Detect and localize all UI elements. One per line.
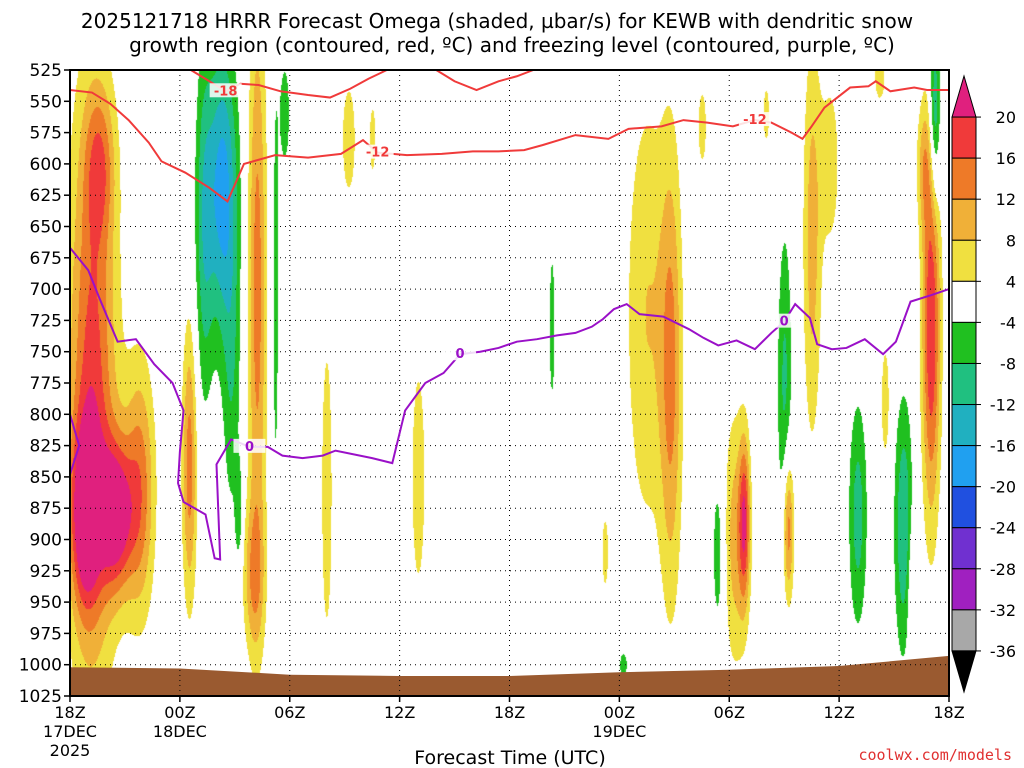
y-tick-label: 1000 [19,656,62,676]
dgz-contour-line [69,80,949,204]
dgz-contour-label: -12 [743,113,767,128]
colorbar-label: 8 [1006,231,1016,250]
colorbar-segment [951,568,977,611]
y-tick-label: 900 [30,531,62,551]
x-tick-label: 00Z [164,703,195,722]
freezing-level-contour-line [69,414,81,475]
chart-title-line1: 2025121718 HRRR Forecast Omega (shaded, … [81,9,913,33]
plot-area: -18 -12 -12 0 0 0 [69,69,950,697]
x-tick-date: 17DEC [43,722,97,741]
freezing-level-contour-line [69,247,950,561]
colorbar-top-arrow [951,74,977,118]
colorbar-label: -32 [990,601,1016,620]
y-tick-label: 875 [30,499,62,519]
x-tick-date: 19DEC [592,722,646,741]
y-tick-label: 1025 [19,687,62,707]
colorbar-label: 12 [996,190,1016,209]
colorbar-label: 4 [1006,272,1016,291]
x-tick-label: 12Z [384,703,415,722]
dgz-contour-label-bg [209,83,242,98]
colorbar-label: 16 [996,149,1016,168]
colorbar-label: -24 [990,519,1016,538]
colorbar-segment [951,486,977,529]
y-tick-label: 675 [30,249,62,269]
colorbar-label: -16 [990,437,1016,456]
y-tick-label: 575 [30,124,62,144]
x-tick-year: 2025 [50,741,91,760]
x-tick-label: 18Z [54,703,85,722]
y-tick-label: 925 [30,562,62,582]
colorbar-label: -28 [990,560,1016,579]
colorbar-segment [951,239,977,282]
x-tick-label: 18Z [933,703,964,722]
credit-text: coolwx.com/models [858,746,1012,764]
freezing-level-label: 0 [456,347,465,362]
colorbar-segment [951,527,977,570]
dgz-contour-label-bg [361,144,394,159]
colorbar: 20 16 12 8 4 -4 -8 -12 -16 -20 -24 -28 -32 -36 [951,74,1016,694]
y-tick-label: 825 [30,437,62,457]
dgz-contour-label: -12 [366,146,390,161]
y-tick-label: 600 [30,155,62,175]
freezing-level-label-bg [233,438,266,453]
colorbar-label: -8 [1000,354,1016,373]
x-tick-label: 06Z [274,703,305,722]
x-tick-date: 18DEC [153,722,207,741]
y-tick-label: 625 [30,186,62,206]
y-tick-label: 950 [30,593,62,613]
freezing-level-label-bg [768,313,801,328]
y-tick-label: 750 [30,343,62,363]
y-axis: 525 550 575 600 625 650 675 700 725 750 775 800 825 8… [19,61,70,707]
y-tick-label: 700 [30,280,62,300]
colorbar-label: 20 [996,108,1016,127]
colorbar-segment [951,404,977,447]
x-axis-title: Forecast Time (UTC) [414,747,605,768]
freezing-level-label: 0 [780,315,789,330]
colorbar-label: -12 [990,396,1016,415]
colorbar-segment [951,157,977,200]
y-tick-label: 775 [30,374,62,394]
colorbar-label: -36 [990,642,1016,661]
y-tick-label: 725 [30,311,62,331]
colorbar-segment [951,321,977,364]
dgz-contour-label: -18 [214,84,238,99]
x-tick-label: 12Z [823,703,854,722]
dgz-contour-label-bg [738,112,771,127]
y-tick-label: 525 [30,61,62,81]
x-tick-label: 06Z [714,703,745,722]
colorbar-segment [951,609,977,652]
y-tick-label: 800 [30,405,62,425]
colorbar-segment [951,445,977,488]
freezing-level-label-bg [444,346,477,361]
colorbar-segment [951,362,977,406]
dgz-contour-line [435,69,534,92]
freezing-level-label: 0 [245,440,254,455]
chart-title-line2: growth region (contoured, red, ºC) and f… [129,33,895,57]
colorbar-label: -4 [1000,313,1016,332]
colorbar-segment [951,280,977,323]
y-tick-label: 975 [30,624,62,644]
colorbar-label: -20 [990,478,1016,497]
y-tick-label: 850 [30,468,62,488]
omega-shading [70,70,949,696]
colorbar-segment [951,116,977,159]
contour-layer: -18 -12 -12 0 0 0 [69,69,950,561]
x-tick-label: 00Z [604,703,635,722]
colorbar-bottom-arrow [951,650,977,694]
y-tick-label: 550 [30,92,62,112]
colorbar-segment [951,198,977,241]
x-tick-label: 18Z [494,703,525,722]
y-tick-label: 650 [30,218,62,238]
